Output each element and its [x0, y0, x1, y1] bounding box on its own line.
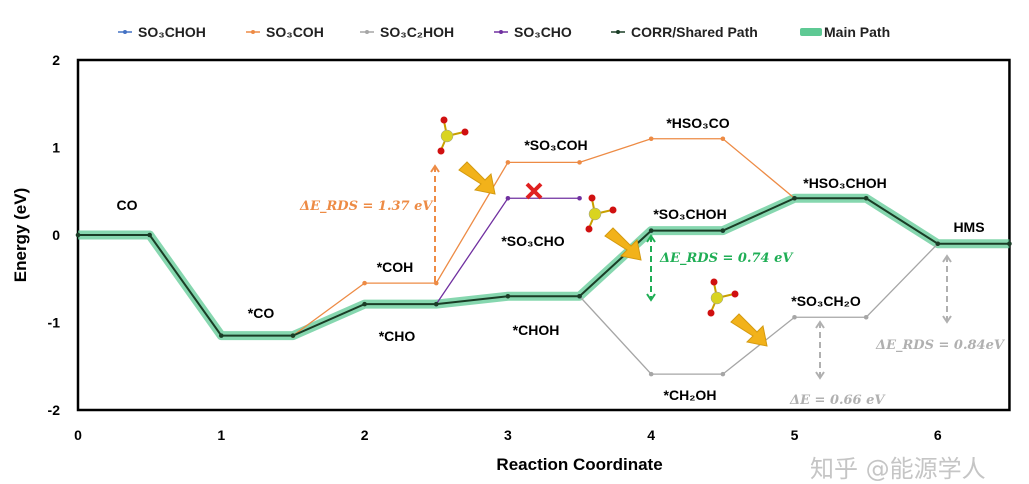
state-label: CO: [117, 197, 138, 213]
oxygen-atom-icon: [609, 206, 617, 214]
arrow-rds-3-head: [942, 254, 952, 263]
energy-annotation: ΔE_RDS = 1.37 eV: [299, 199, 434, 214]
legend-entry: SO₃COH: [266, 24, 324, 40]
series-point-3: [577, 195, 582, 201]
series-point-5: [75, 232, 81, 238]
arrow-de-head: [815, 371, 825, 380]
series-point-1: [648, 136, 654, 142]
series-main-path: [78, 193, 1010, 341]
arrow-rds-2-head: [646, 234, 656, 243]
x-tick-label: 1: [217, 427, 225, 443]
reaction-arrow-icon: [604, 227, 642, 261]
oxygen-atom-icon: [585, 225, 593, 233]
legend-marker: [123, 30, 127, 34]
series-line-2: [579, 243, 939, 375]
series-point-5: [577, 293, 582, 299]
x-tick-label: 6: [934, 427, 942, 443]
x-icon: [525, 182, 543, 200]
series-point-1: [720, 136, 726, 142]
legend-entry: CORR/Shared Path: [631, 24, 758, 40]
state-label: *HSO₃CO: [666, 115, 729, 131]
series-line-1: [292, 138, 795, 337]
series-point-1: [577, 160, 582, 165]
y-tick-label: 1: [52, 140, 60, 156]
reaction-arrow-icon: [730, 313, 768, 347]
series-point-5: [362, 301, 367, 307]
series-line-5: [78, 197, 1010, 337]
series-point-5: [792, 195, 797, 201]
x-axis-label: Reaction Coordinate: [496, 455, 662, 474]
series-point-5: [1007, 241, 1012, 247]
state-label: HMS: [953, 219, 984, 235]
arrow-rds-1-head: [430, 164, 440, 173]
oxygen-atom-icon: [710, 278, 718, 286]
series-line-3: [435, 197, 580, 305]
series-point-5: [648, 228, 654, 233]
series-point-5: [433, 301, 439, 307]
arrow-de-head: [815, 320, 825, 329]
series-point-1: [505, 160, 511, 165]
energy-annotation: ΔE_RDS = 0.74 eV: [659, 251, 794, 266]
state-label: *CH₂OH: [664, 387, 717, 403]
series-point-5: [720, 228, 726, 233]
state-label: *CHOH: [513, 322, 560, 338]
watermark: 知乎 @能源学人: [810, 455, 986, 483]
legend-entry: Main Path: [824, 24, 890, 40]
oxygen-atom-icon: [461, 128, 469, 136]
x-tick-label: 2: [361, 427, 369, 443]
x-tick-label: 4: [647, 427, 655, 443]
energy-annotation: ΔE = 0.66 eV: [789, 393, 886, 408]
series-point-2: [792, 314, 797, 320]
legend-marker: [365, 30, 369, 34]
oxygen-atom-icon: [440, 116, 448, 124]
state-label: *SO₃CHO: [501, 233, 564, 249]
legend-swatch: [800, 28, 822, 36]
series-point-5: [290, 333, 296, 338]
legend-entry: SO₃C₂HOH: [380, 24, 454, 40]
series-point-5: [219, 333, 224, 338]
x-tick-label: 5: [791, 427, 799, 443]
sulfur-atom-icon: [440, 129, 454, 143]
series-point-1: [362, 280, 367, 286]
legend-marker: [499, 30, 503, 34]
series-point-2: [863, 314, 869, 320]
series-point-5: [935, 241, 941, 247]
oxygen-atom-icon: [731, 290, 739, 298]
legend-marker: [251, 30, 255, 34]
oxygen-atom-icon: [437, 147, 445, 155]
legend-entry: SO₃CHO: [514, 24, 572, 40]
arrow-rds-2-head: [646, 293, 656, 302]
y-tick-label: 0: [52, 227, 60, 243]
state-label: *HSO₃CHOH: [803, 175, 886, 191]
arrow-rds-3-head: [942, 315, 952, 324]
state-label: *SO₃COH: [524, 137, 587, 153]
y-axis-label: Energy (eV): [11, 188, 30, 282]
sulfur-atom-icon: [588, 207, 602, 221]
energy-annotation: ΔE_RDS = 0.84eV: [875, 338, 1006, 353]
oxygen-atom-icon: [707, 309, 715, 317]
series-point-3: [505, 195, 511, 201]
y-tick-label: 2: [52, 52, 60, 68]
state-label: *CHO: [379, 328, 416, 344]
series-point-5: [147, 232, 152, 238]
reaction-arrow-icon: [458, 161, 496, 195]
legend-marker: [616, 30, 620, 34]
state-label: *SO₃CH₂O: [791, 293, 861, 309]
series-point-5: [505, 293, 511, 299]
state-label: *SO₃CHOH: [653, 206, 726, 222]
state-label: *CO: [248, 305, 275, 321]
x-tick-label: 3: [504, 427, 512, 443]
legend-entry: SO₃CHOH: [138, 24, 206, 40]
series-point-2: [720, 371, 726, 377]
oxygen-atom-icon: [588, 194, 596, 202]
sulfur-atom-icon: [710, 291, 724, 305]
series-point-5: [863, 195, 869, 201]
x-tick-label: 0: [74, 427, 82, 443]
y-tick-label: -1: [48, 315, 61, 331]
series-point-2: [648, 371, 654, 377]
y-tick-label: -2: [48, 402, 61, 418]
state-label: *COH: [377, 259, 414, 275]
